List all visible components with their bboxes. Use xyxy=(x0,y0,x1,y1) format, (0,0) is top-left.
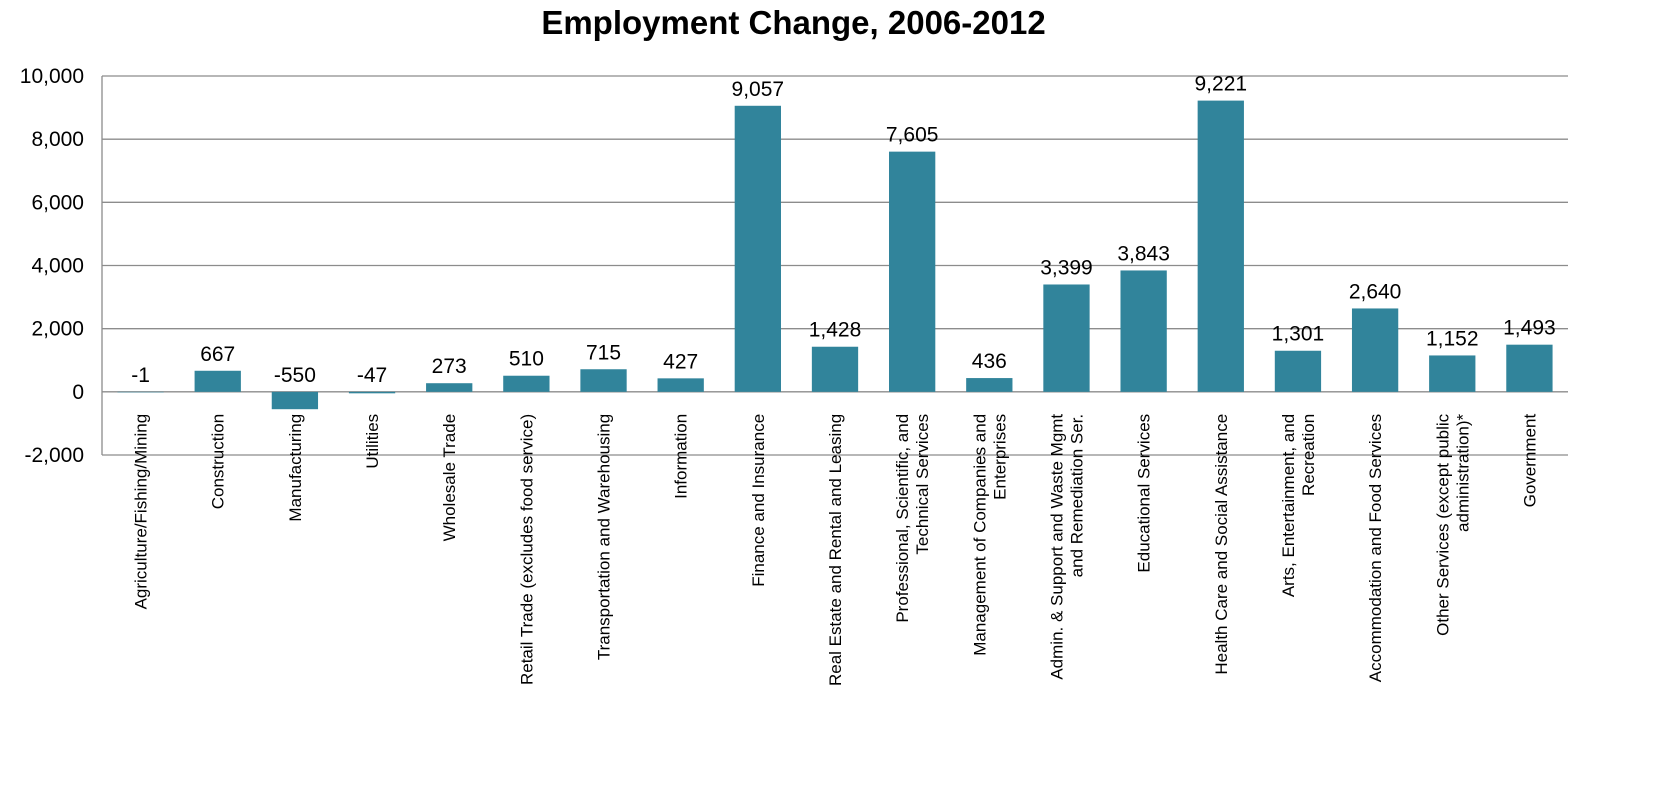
category-label-line: Management of Companies and xyxy=(970,414,989,656)
data-label: 667 xyxy=(200,343,235,366)
category-label: Professional, Scientific, and Technical S… xyxy=(893,414,932,623)
data-label: 9,057 xyxy=(732,78,785,101)
category-label: Other Services (except public administrat… xyxy=(1433,413,1472,636)
category-label: Finance and Insurance xyxy=(749,414,768,587)
data-label: 1,152 xyxy=(1426,327,1479,350)
chart-title: Employment Change, 2006-2012 xyxy=(541,4,1046,41)
category-label-line: Recreation xyxy=(1299,414,1318,496)
data-label: 3,399 xyxy=(1040,256,1093,279)
category-label-line: Health Care and Social Assistance xyxy=(1212,414,1231,675)
category-label-line: Wholesale Trade xyxy=(440,414,459,542)
data-label: -47 xyxy=(357,364,387,387)
bar xyxy=(889,151,936,392)
bar xyxy=(271,391,319,410)
category-label-line: Information xyxy=(672,414,691,499)
category-label-line: Professional, Scientific, and xyxy=(893,414,912,623)
bar xyxy=(1120,270,1167,392)
category-label: Real Estate and Rental and Leasing xyxy=(826,414,845,686)
category-label-line: Finance and Insurance xyxy=(749,414,768,587)
category-label: Educational Services xyxy=(1135,414,1154,573)
bar xyxy=(1351,308,1399,392)
bar xyxy=(426,383,473,392)
bar xyxy=(1043,284,1090,392)
category-label-line: Other Services (except public xyxy=(1433,413,1452,636)
category-label-line: Arts, Entertainment, and xyxy=(1279,414,1298,597)
category-label: Transportation and Warehousing xyxy=(595,414,614,660)
bar xyxy=(1506,344,1553,392)
data-label: 1,428 xyxy=(809,319,862,342)
category-label: Accommodation and Food Services xyxy=(1366,414,1385,682)
y-tick-label: 0 xyxy=(72,381,84,404)
category-labels: Agriculture/Fishing/Mining Construction Ma… xyxy=(132,413,1540,686)
category-label: Wholesale Trade xyxy=(440,414,459,542)
category-label-line: Government xyxy=(1520,414,1539,508)
data-label: 9,221 xyxy=(1195,73,1248,96)
data-label: 273 xyxy=(432,355,467,378)
y-tick-label: 6,000 xyxy=(31,191,84,214)
bars xyxy=(117,100,1553,410)
category-label: Manufacturing xyxy=(286,414,305,522)
category-label: Government xyxy=(1520,414,1539,508)
category-label: Retail Trade (excludes food service) xyxy=(517,414,536,685)
y-tick-label: 2,000 xyxy=(31,318,84,341)
category-label-line: Construction xyxy=(209,414,228,509)
category-label-line: Utilities xyxy=(363,414,382,469)
bar xyxy=(657,378,704,392)
bar xyxy=(117,391,164,393)
category-label: Health Care and Social Assistance xyxy=(1212,414,1231,675)
category-label-line: Agriculture/Fishing/Mining xyxy=(132,414,151,610)
bar xyxy=(1274,350,1322,392)
category-label-line: Enterprises xyxy=(990,414,1009,500)
category-label-line: Retail Trade (excludes food service) xyxy=(517,414,536,685)
axes: -2,000 0 2,000 4,000 6,000 8,000 10,000 xyxy=(20,65,103,467)
category-label: Arts, Entertainment, and Recreation xyxy=(1279,414,1318,597)
bar xyxy=(580,369,627,392)
y-tick-label: 4,000 xyxy=(31,255,84,278)
category-label-line: and Remediation Ser. xyxy=(1067,414,1086,578)
bar xyxy=(811,346,859,392)
category-label-line: Real Estate and Rental and Leasing xyxy=(826,414,845,686)
data-label: 7,605 xyxy=(886,124,939,147)
category-label-line: Accommodation and Food Services xyxy=(1366,414,1385,682)
category-label: Agriculture/Fishing/Mining xyxy=(132,414,151,610)
data-label: 436 xyxy=(972,350,1007,373)
data-label: 1,301 xyxy=(1272,323,1325,346)
data-label: 1,493 xyxy=(1503,317,1556,340)
bar xyxy=(966,378,1013,392)
y-tick-label: 8,000 xyxy=(31,128,84,151)
category-label-line: administration)* xyxy=(1453,413,1472,531)
category-label: Admin. & Support and Waste Mgmt and Remed… xyxy=(1047,414,1086,680)
category-label: Information xyxy=(672,414,691,499)
data-label: 2,640 xyxy=(1349,280,1402,303)
bar xyxy=(734,105,781,392)
bar xyxy=(1197,100,1244,392)
bar xyxy=(503,375,550,392)
data-labels: -1 667 -550 -47 273 510 715 427 9,057 1,428 7,605 4… xyxy=(131,73,1555,387)
data-label: 715 xyxy=(586,341,621,364)
category-label: Construction xyxy=(209,414,228,509)
data-label: 510 xyxy=(509,348,544,371)
data-label: -1 xyxy=(131,364,150,387)
y-tick-label: 10,000 xyxy=(20,65,84,88)
category-label-line: Manufacturing xyxy=(286,414,305,522)
bar xyxy=(194,370,241,392)
y-tick-label: -2,000 xyxy=(24,444,84,467)
category-label: Utilities xyxy=(363,414,382,469)
category-label-line: Admin. & Support and Waste Mgmt xyxy=(1047,414,1066,680)
data-label: 3,843 xyxy=(1117,242,1170,265)
data-label: -550 xyxy=(274,364,316,387)
bar xyxy=(1429,355,1476,392)
gridlines xyxy=(102,75,1568,456)
category-label-line: Transportation and Warehousing xyxy=(595,414,614,660)
bar xyxy=(348,391,396,394)
category-label: Management of Companies and Enterprises xyxy=(970,414,1009,656)
category-label-line: Educational Services xyxy=(1135,414,1154,573)
data-label: 427 xyxy=(663,350,698,373)
category-label-line: Technical Services xyxy=(913,414,932,555)
